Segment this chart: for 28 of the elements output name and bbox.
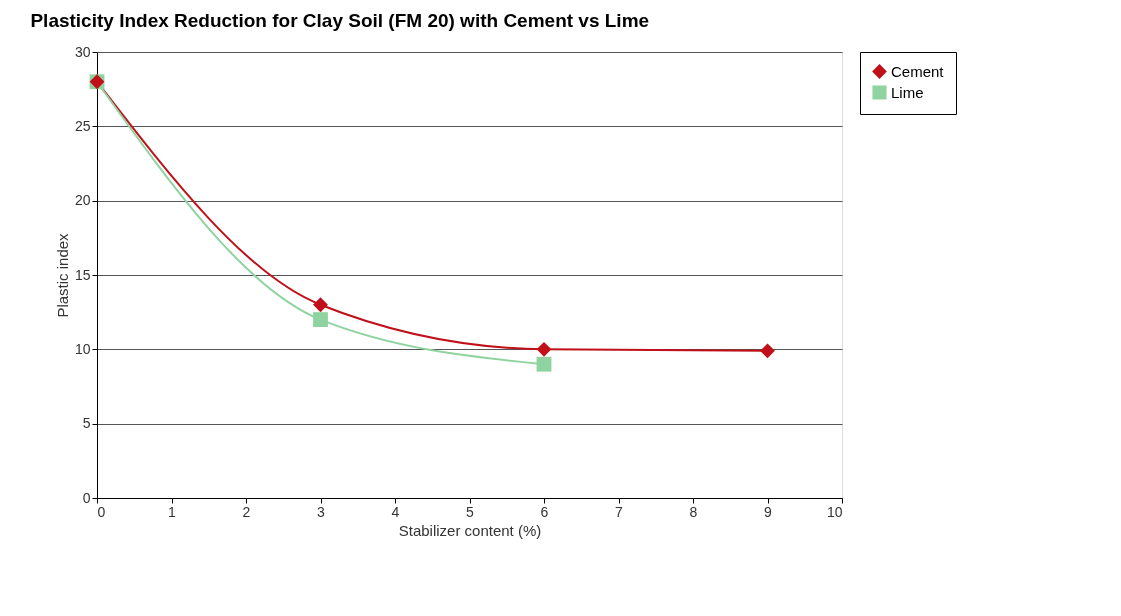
y-tick-label: 30 — [74, 43, 91, 60]
chart-title: Plasticity Index Reduction for Clay Soil (FM 20) with Cement vs Lime — [30, 10, 650, 31]
y-tick-label: 5 — [82, 415, 91, 432]
point — [313, 312, 328, 328]
y-tick-label: 15 — [74, 266, 91, 283]
x-axis-title: Stabilizer content (%) — [398, 521, 542, 539]
y-tick-label: 20 — [74, 192, 91, 209]
point — [536, 356, 552, 372]
x-tick-label: 4 — [391, 503, 400, 520]
x-tick-label: 5 — [466, 503, 475, 520]
legend-label: Cement — [891, 62, 945, 80]
legend-label: Lime — [891, 83, 924, 101]
point — [536, 341, 552, 357]
y-tick-label: 10 — [74, 340, 91, 357]
x-tick-label: 1 — [168, 503, 177, 520]
x-tick-label: 3 — [317, 503, 326, 520]
y-axis-title: Plastic index — [53, 232, 71, 318]
x-tick-label: 8 — [689, 503, 698, 520]
x-tick-label: 2 — [242, 503, 251, 520]
x-tick-label: 0 — [97, 503, 106, 520]
x-tick-label: 6 — [540, 503, 549, 520]
y-tick-label: 25 — [74, 117, 91, 134]
x-tick-label: 7 — [615, 503, 624, 520]
x-tick-label: 10 — [826, 503, 843, 520]
point — [760, 343, 775, 359]
y-tick-label: 0 — [82, 489, 91, 506]
point — [313, 297, 328, 313]
x-tick-label: 9 — [764, 503, 773, 520]
